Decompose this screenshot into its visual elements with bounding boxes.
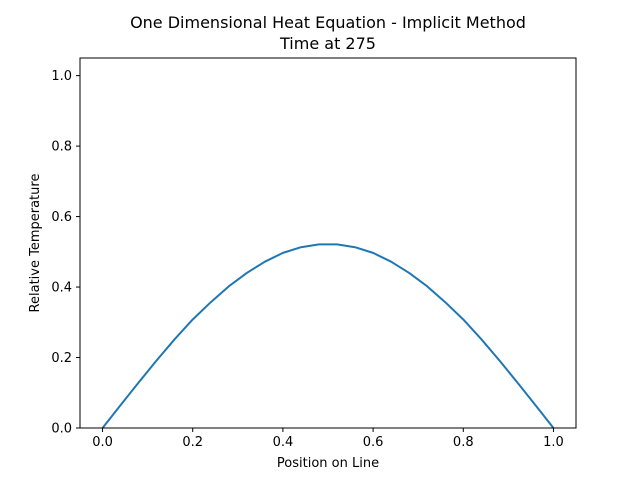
x-tick-label: 0.0 xyxy=(92,435,113,450)
y-tick-label: 1.0 xyxy=(51,69,72,84)
chart-subtitle: Time at 275 xyxy=(279,34,376,53)
y-tick-label: 0.4 xyxy=(51,281,72,296)
x-tick-label: 0.6 xyxy=(363,435,384,450)
y-tick-label: 0.0 xyxy=(51,422,72,437)
plot-frame xyxy=(79,57,577,429)
y-axis-label: Relative Temperature xyxy=(28,174,43,313)
chart-title: One Dimensional Heat Equation - Implicit… xyxy=(130,13,526,32)
x-tick-label: 0.8 xyxy=(453,435,474,450)
y-tick-label: 0.2 xyxy=(51,351,72,366)
y-tick-label: 0.6 xyxy=(51,210,72,225)
series-line-0 xyxy=(101,243,555,429)
x-tick-label: 0.4 xyxy=(273,435,294,450)
x-tick-label: 1.0 xyxy=(543,435,564,450)
x-tick-label: 0.2 xyxy=(182,435,203,450)
x-axis-label: Position on Line xyxy=(277,456,379,471)
y-tick-label: 0.8 xyxy=(51,140,72,155)
